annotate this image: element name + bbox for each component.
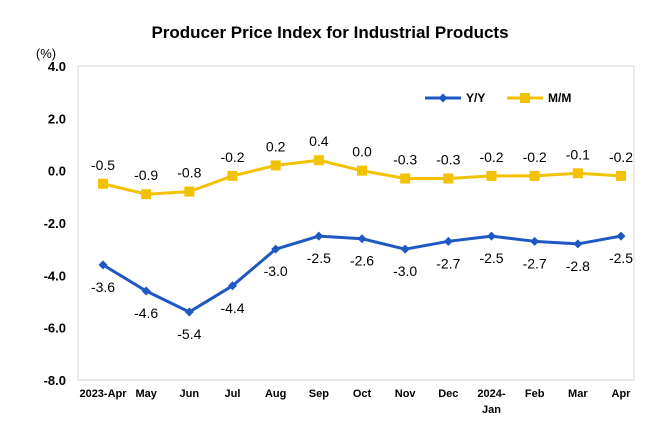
- x-tick-label: Jan: [482, 404, 501, 416]
- data-point: [141, 286, 151, 296]
- data-label: -2.5: [609, 250, 633, 266]
- data-point: [270, 160, 281, 171]
- x-tick-label: Sep: [309, 388, 329, 400]
- data-label: -0.2: [523, 149, 547, 165]
- data-point: [529, 170, 540, 181]
- data-point: [357, 234, 367, 244]
- data-point: [530, 236, 540, 246]
- data-label: -4.6: [134, 305, 158, 321]
- data-point: [486, 170, 497, 181]
- data-label: -0.9: [134, 167, 158, 183]
- data-point: [271, 244, 281, 254]
- data-point: [616, 170, 626, 181]
- data-point: [400, 173, 411, 184]
- x-tick-label: Nov: [395, 388, 417, 400]
- data-point: [443, 236, 453, 246]
- data-label: -5.4: [177, 326, 201, 342]
- data-label: 0.2: [266, 138, 286, 154]
- data-label: -0.8: [177, 165, 201, 181]
- chart-title: Producer Price Index for Industrial Prod…: [151, 23, 508, 42]
- x-tick-label: Aug: [265, 388, 286, 400]
- data-label: -0.5: [91, 157, 115, 173]
- data-label: -2.5: [479, 250, 503, 266]
- data-point: [400, 244, 410, 254]
- data-point: [98, 178, 108, 189]
- plot-area-border: [77, 65, 635, 381]
- data-label: -2.8: [566, 258, 590, 274]
- series-m-m: [98, 155, 626, 200]
- data-point: [98, 260, 108, 270]
- data-label: -3.6: [91, 279, 115, 295]
- x-tick-label: Mar: [568, 388, 588, 400]
- x-tick-label: Jul: [225, 388, 241, 400]
- data-label: -3.0: [264, 263, 288, 279]
- data-label: -3.0: [393, 263, 417, 279]
- data-point: [443, 173, 454, 184]
- x-tick-label: May: [135, 388, 157, 400]
- legend-label: M/M: [548, 91, 571, 105]
- data-label: -4.4: [220, 300, 244, 316]
- x-tick-label: Jun: [180, 388, 200, 400]
- data-label: -2.7: [523, 255, 547, 271]
- x-tick-label: Feb: [525, 388, 545, 400]
- series-layer: [98, 155, 626, 317]
- y-tick-label: 0.0: [48, 164, 66, 179]
- legend-marker: [438, 93, 448, 103]
- data-label: -2.7: [436, 255, 460, 271]
- legend-marker: [520, 93, 530, 103]
- data-point: [487, 231, 496, 241]
- x-tick-label: Dec: [438, 388, 458, 400]
- data-label: -0.2: [479, 149, 503, 165]
- data-point: [573, 239, 583, 249]
- legend: Y/Y M/M: [425, 91, 571, 105]
- x-tick-label: Apr: [612, 388, 632, 400]
- series-y-y: [98, 231, 626, 317]
- data-point: [227, 170, 238, 181]
- data-label: -2.6: [350, 253, 374, 269]
- y-tick-label: 4.0: [48, 59, 66, 74]
- data-point: [314, 231, 324, 241]
- y-tick-label: -4.0: [44, 268, 66, 283]
- data-label: -0.3: [436, 152, 460, 168]
- data-point: [616, 231, 626, 241]
- y-tick-label: -6.0: [44, 321, 66, 336]
- legend-label: Y/Y: [466, 91, 485, 105]
- data-label: 0.4: [309, 133, 329, 149]
- x-tick-label: 2024-: [477, 388, 505, 400]
- data-point: [228, 281, 237, 291]
- series-line: [101, 234, 623, 314]
- data-point: [357, 165, 367, 176]
- data-point: [572, 168, 583, 179]
- x-tick-label: 2023-Apr: [79, 388, 127, 400]
- legend-item: M/M: [507, 91, 571, 105]
- data-label: -0.3: [393, 152, 417, 168]
- data-label: -0.2: [609, 149, 633, 165]
- data-point: [184, 186, 195, 197]
- data-point: [141, 189, 152, 200]
- x-tick-label: Oct: [353, 388, 372, 400]
- legend-item: Y/Y: [425, 91, 485, 105]
- axis-layer: 4.0 2.0 0.0 -2.0 -4.0 -6.0 -8.0 2023-Apr May Jun J…: [44, 59, 632, 416]
- y-axis-unit-label: (%): [36, 46, 56, 61]
- data-label: -0.2: [220, 149, 244, 165]
- y-tick-label: -2.0: [44, 216, 66, 231]
- data-label: -0.1: [566, 146, 590, 162]
- data-label: 0.0: [352, 144, 372, 160]
- y-tick-label: 2.0: [48, 111, 66, 126]
- y-tick-label: -8.0: [44, 373, 66, 388]
- data-point: [313, 155, 324, 166]
- data-label-layer: -3.6 -4.6 -5.4 -4.4 -3.0 -2.5 -2.6 -3.0 -2.7 -2.5…: [91, 133, 633, 342]
- data-label: -2.5: [307, 250, 331, 266]
- data-point: [184, 307, 194, 317]
